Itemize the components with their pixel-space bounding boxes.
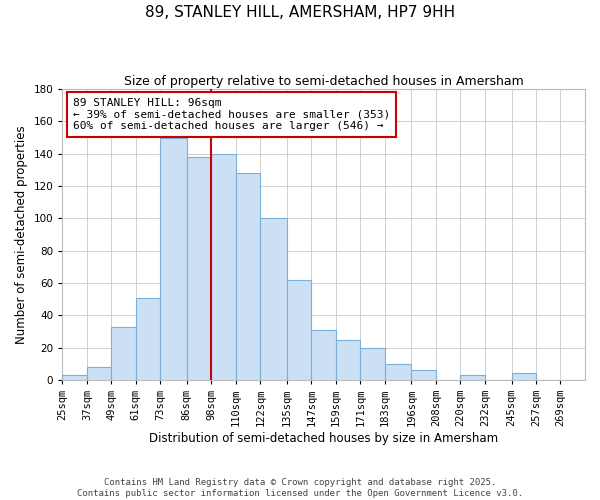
Bar	[385, 364, 412, 380]
Bar	[160, 138, 187, 380]
Bar	[136, 298, 160, 380]
Bar	[260, 218, 287, 380]
Bar	[361, 348, 385, 380]
Title: Size of property relative to semi-detached houses in Amersham: Size of property relative to semi-detach…	[124, 75, 524, 88]
Text: Contains HM Land Registry data © Crown copyright and database right 2025.
Contai: Contains HM Land Registry data © Crown c…	[77, 478, 523, 498]
Text: 89 STANLEY HILL: 96sqm
← 39% of semi-detached houses are smaller (353)
60% of se: 89 STANLEY HILL: 96sqm ← 39% of semi-det…	[73, 98, 390, 131]
Y-axis label: Number of semi-detached properties: Number of semi-detached properties	[15, 125, 28, 344]
Bar	[236, 173, 260, 380]
Bar	[460, 375, 485, 380]
Bar	[112, 326, 136, 380]
Bar	[211, 154, 236, 380]
Bar	[336, 340, 361, 380]
Bar	[187, 157, 211, 380]
Text: 89, STANLEY HILL, AMERSHAM, HP7 9HH: 89, STANLEY HILL, AMERSHAM, HP7 9HH	[145, 5, 455, 20]
Bar	[87, 367, 112, 380]
Bar	[511, 374, 536, 380]
Bar	[62, 375, 87, 380]
Bar	[412, 370, 436, 380]
Bar	[311, 330, 336, 380]
Bar	[287, 280, 311, 380]
X-axis label: Distribution of semi-detached houses by size in Amersham: Distribution of semi-detached houses by …	[149, 432, 498, 445]
